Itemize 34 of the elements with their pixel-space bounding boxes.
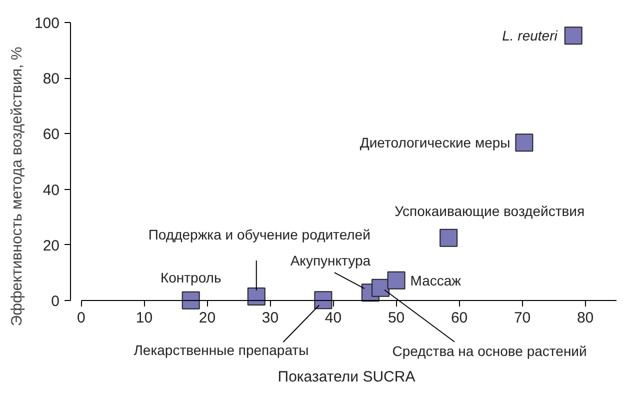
annotation: Лекарственные препараты: [134, 342, 309, 358]
annotation: Поддержка и обучение родителей: [148, 226, 370, 242]
x-tick-label: 60: [450, 309, 468, 326]
point: [440, 228, 458, 247]
x-tick-label: 30: [262, 309, 279, 326]
annotation: Диетологические меры: [360, 134, 510, 151]
y-tick-label: 60: [42, 126, 60, 144]
x-tick-label: 50: [388, 309, 405, 326]
x-tick-label: 40: [324, 309, 342, 326]
y-tick-label: 40: [42, 182, 60, 199]
annotation: Массаж: [410, 272, 462, 288]
x-tick-label: 80: [576, 309, 594, 326]
point: [314, 291, 332, 310]
y-tick-label: 0: [51, 292, 60, 310]
y-tick-label: 80: [42, 70, 60, 88]
x-tick-label: 20: [198, 309, 216, 326]
annotation: Успокаивающие воздействия: [394, 202, 585, 219]
y-tick-label: 20: [42, 237, 60, 254]
point: [182, 291, 200, 310]
x-tick-label: 10: [136, 309, 153, 326]
x-axis-title: Показатели SUCRA: [278, 368, 416, 386]
annotation: Средства на основе растений: [392, 342, 587, 359]
y-axis-title: Эффективность метода воздействия, %: [8, 46, 26, 326]
point: [372, 278, 390, 297]
annotation: Контроль: [160, 269, 222, 286]
point: [564, 26, 582, 45]
x-tick-label: 0: [77, 309, 86, 326]
point: [247, 288, 266, 306]
annotation: L. reuteri: [502, 28, 558, 44]
x-tick-label: 70: [514, 309, 531, 326]
point: [387, 271, 406, 290]
y-tick-label: 100: [34, 15, 60, 32]
point: [515, 134, 534, 152]
annotation: Акупунктура: [290, 252, 371, 269]
